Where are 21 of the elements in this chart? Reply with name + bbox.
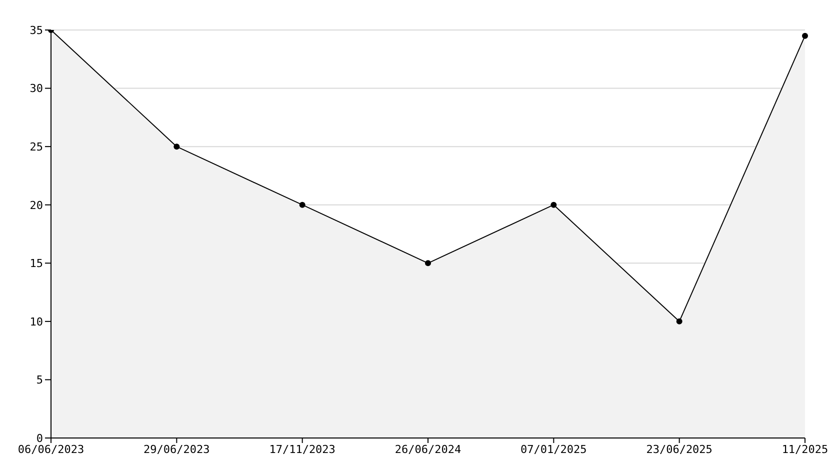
x-tick-label: 29/06/2023: [144, 442, 210, 456]
y-tick-label: 10: [30, 315, 43, 328]
y-tick-label: 35: [30, 24, 43, 37]
x-tick-label: 06/06/2023: [18, 442, 84, 456]
x-tick-label: 07/01/2025: [520, 442, 587, 456]
x-tick-label: 11/2025: [782, 442, 828, 456]
y-tick-label: 20: [30, 198, 43, 212]
point: [425, 260, 431, 266]
y-tick-label: 0: [36, 432, 43, 445]
point: [550, 202, 557, 208]
x-tick-label: 23/06/2025: [646, 442, 712, 456]
x-tick-label: 17/11/2023: [269, 442, 336, 456]
point: [299, 202, 306, 208]
y-tick-label: 15: [30, 257, 43, 270]
point: [802, 32, 808, 39]
y-tick-label: 25: [30, 140, 43, 154]
x-tick-label: 26/06/2024: [394, 442, 462, 456]
y-tick-label: 30: [30, 82, 43, 96]
point: [676, 318, 682, 324]
point: [174, 144, 180, 150]
y-tick-label: 5: [36, 374, 43, 387]
